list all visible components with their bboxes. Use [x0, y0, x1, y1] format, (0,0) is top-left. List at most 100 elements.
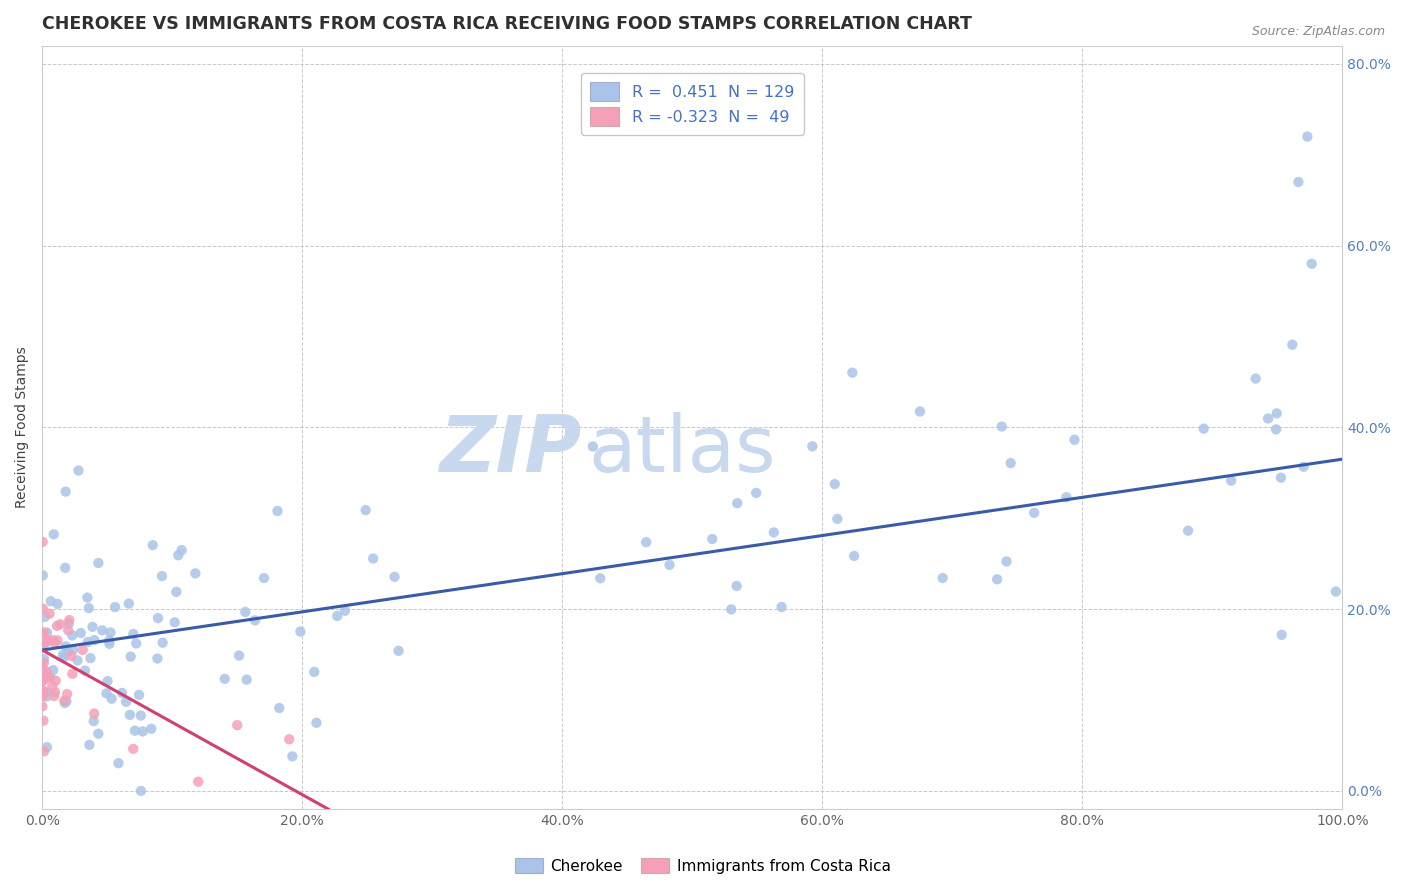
- Point: [58, 613, 80, 627]
- Legend: Cherokee, Immigrants from Costa Rica: Cherokee, Immigrants from Costa Rica: [509, 852, 897, 880]
- Point: [163, 615, 186, 630]
- Point: [141, 722, 163, 736]
- Point: [995, 554, 1018, 568]
- Point: [79, 651, 101, 665]
- Point: [228, 648, 250, 663]
- Point: [129, 784, 152, 798]
- Point: [98, 633, 121, 648]
- Point: [655, 830, 678, 844]
- Point: [52, 648, 75, 662]
- Point: [72, 643, 94, 657]
- Y-axis label: Receiving Food Stamps: Receiving Food Stamps: [15, 346, 30, 508]
- Point: [1257, 411, 1279, 425]
- Point: [32, 627, 55, 641]
- Point: [31, 637, 53, 651]
- Point: [1063, 433, 1085, 447]
- Point: [60, 648, 83, 663]
- Point: [77, 601, 100, 615]
- Point: [931, 571, 953, 585]
- Point: [122, 742, 145, 756]
- Point: [132, 724, 155, 739]
- Point: [38, 607, 60, 621]
- Point: [104, 600, 127, 615]
- Point: [46, 619, 69, 633]
- Point: [53, 696, 76, 710]
- Point: [66, 653, 89, 667]
- Point: [326, 609, 349, 624]
- Point: [111, 686, 134, 700]
- Point: [304, 665, 326, 679]
- Point: [986, 572, 1008, 586]
- Point: [38, 670, 60, 684]
- Point: [1220, 474, 1243, 488]
- Point: [827, 512, 849, 526]
- Point: [46, 597, 69, 611]
- Point: [841, 366, 863, 380]
- Point: [233, 605, 256, 619]
- Point: [1324, 584, 1347, 599]
- Point: [214, 672, 236, 686]
- Point: [56, 687, 79, 701]
- Point: [60, 628, 83, 642]
- Point: [107, 756, 129, 771]
- Point: [52, 650, 75, 665]
- Point: [32, 656, 55, 670]
- Point: [354, 503, 377, 517]
- Point: [53, 694, 76, 708]
- Point: [762, 525, 785, 540]
- Point: [1265, 406, 1288, 420]
- Point: [361, 551, 384, 566]
- Point: [35, 690, 58, 704]
- Point: [42, 689, 65, 703]
- Point: [824, 477, 846, 491]
- Point: [384, 570, 406, 584]
- Point: [44, 636, 66, 650]
- Point: [42, 663, 65, 677]
- Point: [387, 644, 409, 658]
- Point: [34, 637, 56, 651]
- Point: [118, 707, 141, 722]
- Point: [1281, 337, 1303, 351]
- Point: [702, 532, 724, 546]
- Point: [91, 624, 114, 638]
- Point: [83, 633, 105, 648]
- Point: [55, 694, 77, 708]
- Point: [49, 617, 72, 632]
- Point: [31, 568, 53, 582]
- Point: [98, 637, 121, 651]
- Text: atlas: atlas: [588, 412, 776, 488]
- Point: [152, 636, 174, 650]
- Point: [37, 633, 59, 648]
- Point: [55, 484, 77, 499]
- Point: [1292, 459, 1315, 474]
- Point: [35, 625, 58, 640]
- Point: [165, 584, 187, 599]
- Point: [1054, 491, 1077, 505]
- Point: [589, 571, 612, 585]
- Point: [725, 579, 748, 593]
- Point: [187, 774, 209, 789]
- Point: [908, 404, 931, 418]
- Point: [990, 419, 1012, 434]
- Point: [31, 663, 53, 677]
- Point: [31, 534, 53, 549]
- Point: [76, 635, 98, 649]
- Point: [69, 626, 91, 640]
- Text: ZIP: ZIP: [440, 412, 582, 488]
- Point: [356, 830, 378, 844]
- Point: [167, 548, 190, 562]
- Point: [32, 686, 55, 700]
- Point: [129, 708, 152, 723]
- Point: [1270, 470, 1292, 484]
- Point: [253, 571, 276, 585]
- Point: [124, 723, 146, 738]
- Point: [226, 718, 249, 732]
- Point: [60, 666, 83, 681]
- Point: [41, 679, 63, 693]
- Point: [53, 561, 76, 575]
- Point: [1286, 175, 1309, 189]
- Point: [39, 670, 62, 684]
- Point: [281, 749, 304, 764]
- Point: [1244, 371, 1267, 385]
- Point: [76, 591, 98, 605]
